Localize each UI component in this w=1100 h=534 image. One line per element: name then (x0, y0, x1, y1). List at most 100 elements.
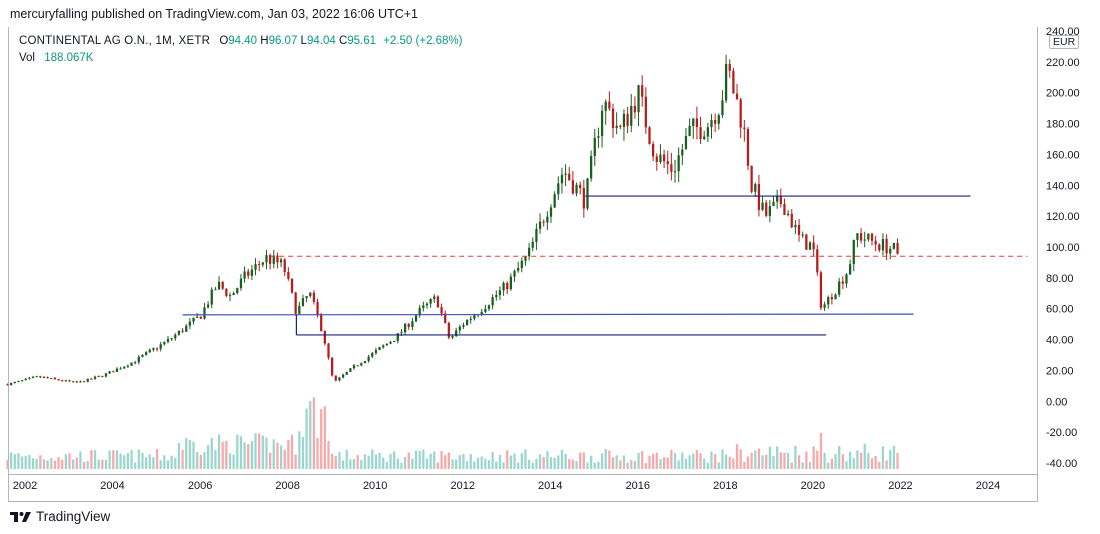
candle-body (458, 326, 461, 331)
volume-value: 188.067K (44, 52, 94, 64)
volume-bar (283, 449, 286, 469)
candle-body (214, 289, 217, 291)
volume-bar (236, 434, 239, 469)
tradingview-footer[interactable]: TradingView (10, 509, 110, 524)
candle-body (444, 313, 447, 323)
volume-bar (622, 455, 626, 469)
candle-body (768, 206, 771, 216)
candle-body (816, 249, 819, 273)
candle-body (703, 136, 706, 139)
volume-bar (728, 456, 731, 469)
symbol-legend[interactable]: CONTINENTAL AG O.N., 1M, XETR O94.40 H96… (19, 35, 463, 47)
candle-body (856, 233, 859, 240)
candle-body (199, 316, 202, 319)
candle-body (75, 381, 78, 383)
candle-body (823, 304, 826, 308)
candle-body (243, 271, 246, 279)
volume-bar (819, 433, 823, 469)
volume-bar (637, 452, 640, 469)
y-tick-label: 180.00 (1046, 119, 1080, 131)
candle-body (538, 221, 542, 229)
volume-bar (341, 460, 345, 469)
volume-bar (845, 461, 848, 469)
volume-bar (108, 450, 111, 469)
candle-body (389, 341, 392, 344)
candle-body (863, 239, 866, 241)
candle-body (341, 374, 345, 378)
candle-body (714, 120, 717, 124)
candle-body (557, 183, 560, 195)
candle-body (403, 323, 407, 333)
volume-bar (436, 462, 440, 469)
volume-bar (411, 458, 414, 469)
y-tick-label: 220.00 (1046, 57, 1080, 69)
volume-legend[interactable]: Vol 188.067K (19, 52, 93, 64)
candle-body (575, 184, 578, 194)
volume-bar (867, 452, 870, 469)
candle-body (206, 304, 210, 308)
candle-body (786, 213, 790, 216)
candle-body (101, 375, 104, 377)
candle-body (17, 380, 20, 382)
volume-bar (24, 455, 27, 469)
volume-bar (659, 459, 662, 469)
volume-bar (790, 462, 793, 469)
volume-bar (797, 455, 801, 469)
volume-bar (188, 440, 192, 469)
volume-bar (155, 449, 159, 469)
volume-bar (746, 456, 750, 469)
candle-body (163, 341, 166, 345)
volume-bar (414, 450, 418, 469)
candle-body (425, 303, 429, 306)
candle-body (827, 297, 830, 305)
candle-body (797, 225, 801, 235)
candle-body (622, 113, 626, 127)
y-tick-label: 20.00 (1046, 365, 1074, 377)
volume-bar (185, 437, 188, 469)
volume-bar (520, 453, 523, 469)
volume-bar (312, 397, 316, 469)
candle-body (378, 347, 381, 351)
volume-bar (714, 454, 717, 469)
volume-bar (816, 450, 819, 469)
candle-body (717, 115, 720, 124)
candle-body (221, 281, 224, 289)
volume-bar (6, 460, 9, 469)
candle-body (166, 338, 170, 342)
volume-bar (126, 453, 129, 469)
candle-body (374, 350, 378, 354)
candle-body (64, 380, 67, 382)
volume-bar (97, 459, 100, 469)
candle-body (878, 244, 881, 251)
volume-bar (422, 449, 425, 469)
volume-bar (57, 457, 60, 469)
candle-body (411, 321, 414, 327)
volume-bar (881, 446, 885, 469)
volume-bar (39, 455, 42, 469)
candle-body (334, 375, 337, 381)
volume-bar (192, 441, 195, 469)
volume-bar (827, 462, 830, 469)
volume-bar (863, 443, 866, 469)
volume-bar (776, 446, 779, 469)
candle-body (761, 202, 764, 210)
volume-bar (20, 456, 24, 469)
currency-badge[interactable]: EUR (1049, 35, 1080, 49)
volume-bar (670, 449, 673, 469)
volume-bar (593, 462, 596, 469)
volume-bar (834, 454, 837, 469)
candle-body (571, 180, 575, 194)
candle-body (513, 270, 516, 277)
support-line-56[interactable] (182, 313, 914, 316)
candle-body (57, 379, 60, 381)
candle-body (352, 365, 356, 369)
candle-body (323, 330, 326, 344)
candle-body (429, 298, 432, 304)
candle-body (130, 362, 133, 366)
candle-body (312, 292, 316, 302)
candle-body (633, 105, 637, 113)
candle-body (422, 305, 425, 308)
volume-bar (279, 445, 283, 469)
volume-bar (757, 448, 761, 469)
